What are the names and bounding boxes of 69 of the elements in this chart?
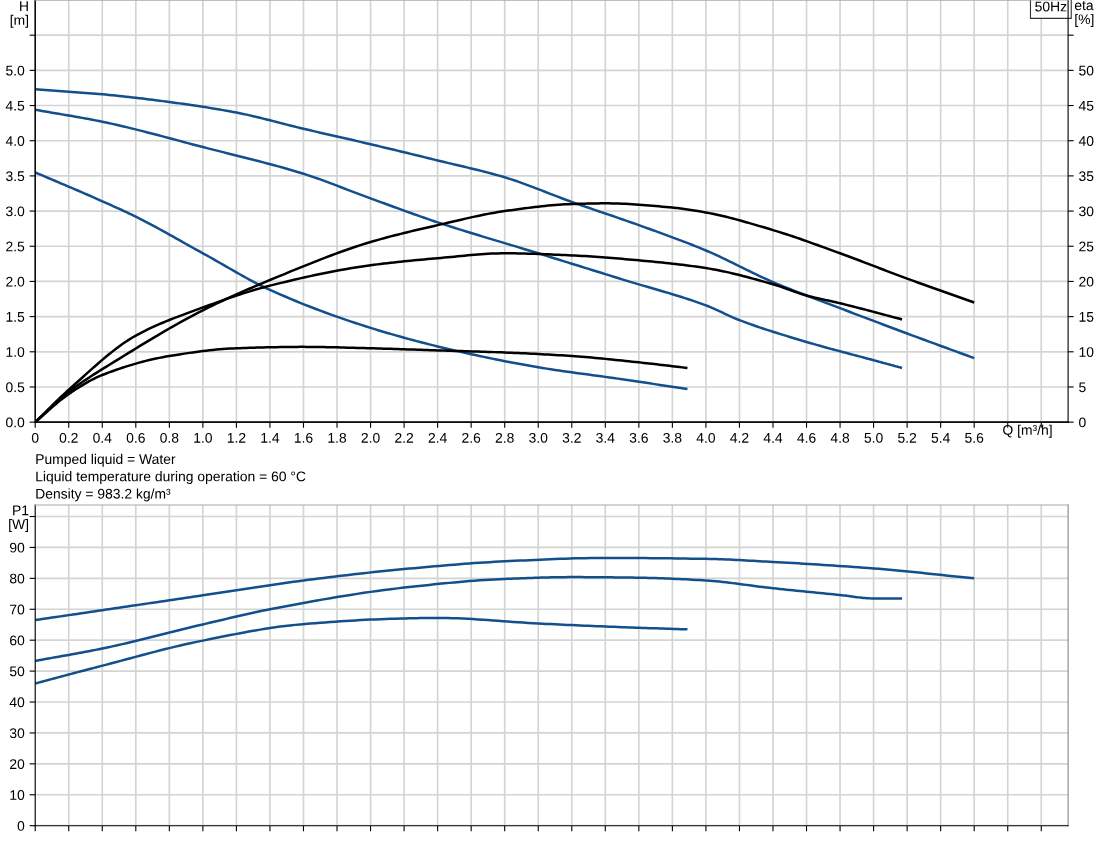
y2-tick-label: 5 <box>1079 382 1086 393</box>
y-tick-label: 0 <box>17 821 25 831</box>
x-tick-label: 3.0 <box>529 432 548 443</box>
y2-tick-label: 45 <box>1078 101 1094 111</box>
y-tick-label: 2.5 <box>6 241 25 252</box>
y-tick-label: 70 <box>10 604 25 615</box>
y2-tick-label: 40 <box>1078 136 1094 146</box>
x-tick-label: 1.8 <box>328 432 347 443</box>
x-tick-label: 2.6 <box>462 432 481 443</box>
x-tick-label: 2.4 <box>428 432 447 443</box>
y-tick-label: 4.5 <box>5 101 25 111</box>
y2-tick-label: 35 <box>1079 171 1094 182</box>
x-axis-title: Q [m³/h] <box>1003 424 1052 438</box>
y-tick-label: 1.0 <box>6 347 25 357</box>
text: Liquid temperature during operation = 60 °C <box>36 471 306 485</box>
annotation: 50Hz <box>1035 1 1067 12</box>
x-tick-label: 1.2 <box>227 432 246 443</box>
x-tick-label: 3.8 <box>663 432 682 443</box>
y2-tick-label: 50 <box>1079 65 1094 76</box>
x-tick-label: 1.0 <box>194 432 212 443</box>
x-tick-label: 4.4 <box>763 433 783 443</box>
y-tick-label: 50 <box>9 666 25 677</box>
y2-tick-label: 25 <box>1079 241 1094 252</box>
y-tick-label: 1.5 <box>6 312 25 322</box>
x-tick-label: 5.0 <box>864 432 883 443</box>
y2-tick-label: 20 <box>1079 276 1094 287</box>
y-tick-label: 20 <box>10 759 25 770</box>
x-tick-label: 2.2 <box>395 432 414 443</box>
x-tick-label: 4.0 <box>696 432 716 443</box>
y-tick-label: 2.0 <box>6 276 25 287</box>
y-tick-label: 30 <box>9 728 25 739</box>
x-tick-label: 4.8 <box>830 432 850 443</box>
x-tick-label: 5.6 <box>965 432 984 443</box>
y2-tick-label: 10 <box>1079 347 1094 357</box>
x-tick-label: 3.6 <box>629 432 648 443</box>
x-tick-label: 5.4 <box>931 433 950 443</box>
y-tick-label: 60 <box>10 635 25 646</box>
y2-tick-label: 15 <box>1079 312 1094 322</box>
y-axis-title: H [m] <box>10 1 29 28</box>
y-tick-label: 5.0 <box>6 65 25 76</box>
y2-axis-title: eta [%] <box>1074 1 1094 27</box>
x-tick-label: 1.4 <box>261 433 280 443</box>
x-tick-label: 5.2 <box>898 432 917 443</box>
x-tick-label: 3.4 <box>596 432 615 443</box>
x-tick-label: 0.4 <box>93 432 112 443</box>
x-tick-label: 1.6 <box>294 432 313 443</box>
x-tick-label: 2.0 <box>361 432 380 443</box>
text: Density = 983.2 kg/m³ <box>36 488 171 502</box>
x-tick-label: 2.8 <box>495 432 514 443</box>
y-tick-label: 3.5 <box>6 171 25 182</box>
y-tick-label: 0.0 <box>6 417 25 428</box>
y2-tick-label: 0 <box>1079 417 1086 428</box>
x-tick-label: 3.2 <box>562 432 581 443</box>
y-tick-label: 3.0 <box>6 206 25 217</box>
y-tick-label: 90 <box>9 542 25 553</box>
x-tick-label: 4.6 <box>797 432 816 443</box>
x-tick-label: 0.8 <box>160 432 179 443</box>
x-tick-label: 0.6 <box>126 432 145 443</box>
text: Pumped liquid = Water <box>36 453 176 467</box>
y-tick-label: 40 <box>9 697 25 708</box>
y-tick-label: 4.0 <box>5 136 25 146</box>
x-tick-label: 0.2 <box>59 432 78 443</box>
y-tick-label: 0.5 <box>6 382 25 393</box>
y-axis-title: P1 [W] <box>9 505 29 532</box>
y2-tick-label: 30 <box>1079 206 1094 217</box>
x-tick-label: 4.2 <box>730 432 749 443</box>
y-tick-label: 10 <box>10 790 25 800</box>
y-tick-label: 80 <box>9 573 25 584</box>
x-tick-label: 0 <box>31 432 39 443</box>
